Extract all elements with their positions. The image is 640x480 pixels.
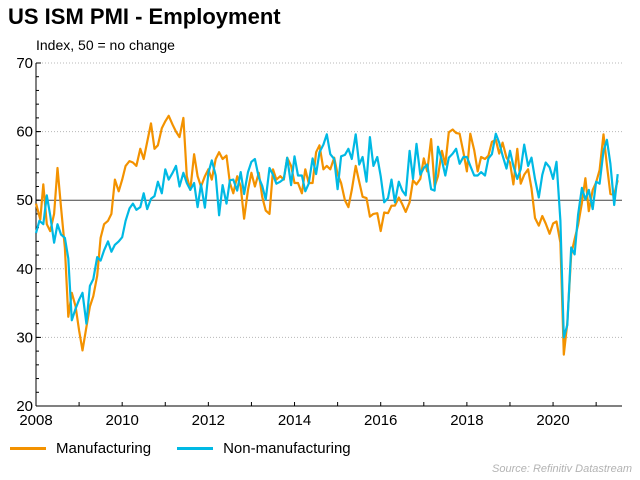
y-tick-label-20: 20: [16, 398, 33, 415]
series-line-manufacturing: [34, 114, 619, 356]
x-tick-label-2018: 2018: [450, 412, 483, 429]
legend-label-non-manufacturing: Non-manufacturing: [223, 440, 351, 457]
legend-swatch-non-manufacturing: [177, 447, 214, 450]
chart-legend: Manufacturing Non-manufacturing: [10, 440, 377, 457]
y-tick-label-50: 50: [16, 192, 33, 209]
legend-item-manufacturing: Manufacturing: [10, 440, 151, 457]
source-note: Source: Refinitiv Datastream: [492, 463, 632, 475]
x-tick-label-2008: 2008: [19, 412, 52, 429]
y-tick-label-60: 60: [16, 124, 33, 141]
y-tick-label-40: 40: [16, 261, 33, 278]
x-tick-label-2016: 2016: [364, 412, 397, 429]
y-tick-label-70: 70: [16, 55, 33, 72]
x-tick-label-2014: 2014: [278, 412, 311, 429]
legend-swatch-manufacturing: [10, 447, 46, 450]
chart-title: US ISM PMI - Employment: [8, 4, 281, 29]
legend-label-manufacturing: Manufacturing: [56, 440, 152, 457]
x-tick-label-2010: 2010: [105, 412, 138, 429]
x-tick-label-2020: 2020: [536, 412, 569, 429]
x-tick-label-2012: 2012: [192, 412, 225, 429]
chart-subtitle: Index, 50 = no change: [36, 37, 175, 53]
series-line-non-manufacturing: [34, 132, 619, 339]
legend-item-non-manufacturing: Non-manufacturing: [177, 440, 351, 457]
y-tick-label-30: 30: [16, 329, 33, 346]
